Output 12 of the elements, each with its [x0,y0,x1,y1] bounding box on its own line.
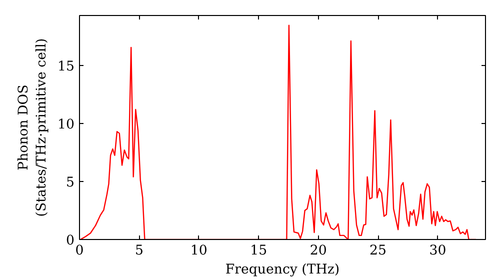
x-tick-label: 25 [370,244,387,258]
y-tick-label: 0 [66,234,75,248]
x-tick-label: 30 [429,244,446,258]
y-tick-label: 15 [58,59,75,74]
x-tick-label: 5 [134,244,144,258]
y-axis-title: Phonon DOS (States/THz·primitive cell) [16,38,50,217]
x-tick-label: 10 [190,244,208,258]
x-tick-label: 15 [250,244,268,258]
y-tick-label: 5 [66,175,75,190]
y-tick-label: 10 [58,117,75,132]
x-tick-label: 20 [310,244,327,258]
x-axis-title: Frequency (THz) [225,262,340,278]
